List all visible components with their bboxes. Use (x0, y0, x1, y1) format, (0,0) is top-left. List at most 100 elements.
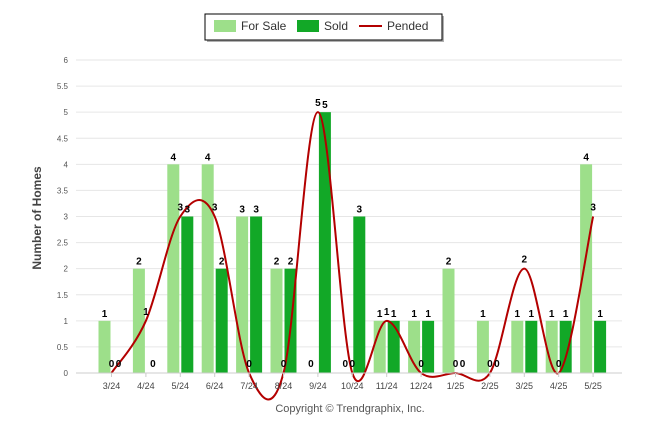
legend-label-sold: Sold (324, 19, 348, 33)
pended-line[interactable] (110, 111, 595, 401)
y-tick-label: 0 (64, 369, 69, 378)
bar-for-sale[interactable] (201, 164, 214, 373)
label-for-sale: 0 (343, 359, 349, 370)
line-layer (110, 111, 595, 401)
label-sold: 5 (322, 100, 328, 111)
x-tick-label: 7/24 (240, 381, 258, 391)
y-tick-label: 2 (64, 265, 69, 274)
bar-for-sale[interactable] (511, 320, 524, 373)
bar-sold[interactable] (318, 112, 331, 374)
bar-for-sale[interactable] (270, 268, 283, 373)
label-for-sale: 4 (205, 152, 211, 163)
bar-sold[interactable] (422, 320, 435, 373)
label-sold: 1 (425, 309, 431, 320)
label-for-sale: 1 (515, 309, 521, 320)
label-sold: 3 (253, 205, 259, 216)
bar-sold[interactable] (559, 320, 572, 373)
label-pended: 1 (143, 307, 149, 318)
label-for-sale: 2 (136, 257, 142, 268)
legend-label-for-sale: For Sale (241, 19, 287, 33)
label-for-sale: 1 (480, 309, 486, 320)
bar-for-sale[interactable] (98, 320, 111, 373)
bar-for-sale[interactable] (476, 320, 489, 373)
label-sold: 2 (288, 257, 294, 268)
label-sold: 0 (494, 359, 500, 370)
label-sold: 1 (597, 309, 603, 320)
label-pended: 0 (418, 359, 424, 370)
x-tick-label: 12/24 (410, 381, 433, 391)
bar-sold[interactable] (181, 216, 194, 374)
label-pended: 3 (212, 203, 218, 214)
label-for-sale: 3 (239, 205, 245, 216)
label-for-sale: 1 (549, 309, 555, 320)
label-pended: 0 (556, 359, 562, 370)
y-tick-label: 3.5 (57, 186, 69, 195)
y-tick-label: 3 (64, 213, 69, 222)
bar-sold[interactable] (353, 216, 366, 374)
bar-sold[interactable] (387, 320, 400, 373)
bar-for-sale[interactable] (442, 268, 455, 373)
y-tick-label: 4 (64, 160, 69, 169)
label-for-sale: 1 (411, 309, 417, 320)
label-sold: 0 (460, 359, 466, 370)
axis-layer: 0 0.5 1 1.5 2 2.5 3 3.5 4 4.5 5 5.5 6 3/24 4/24 5/24 6/2… (57, 56, 622, 391)
label-for-sale: 0 (308, 359, 314, 370)
label-sold: 1 (529, 309, 535, 320)
legend-swatch-for-sale (214, 20, 236, 32)
legend-box (204, 13, 443, 41)
label-pended: 0 (453, 359, 459, 370)
label-pended: 3 (590, 203, 596, 214)
x-tick-label: 3/24 (103, 381, 121, 391)
label-for-sale: 2 (274, 257, 280, 268)
bar-for-sale[interactable] (545, 320, 558, 373)
label-pended: 0 (246, 359, 252, 370)
x-tick-label: 1/25 (447, 381, 465, 391)
bar-for-sale[interactable] (580, 164, 593, 373)
y-tick-label: 5 (64, 108, 69, 117)
x-tick-label: 6/24 (206, 381, 224, 391)
bars-layer (98, 112, 607, 374)
grid-layer (76, 59, 622, 374)
label-sold: 3 (357, 205, 363, 216)
x-tick-label: 3/25 (516, 381, 534, 391)
x-tick-label: 4/25 (550, 381, 568, 391)
bar-sold[interactable] (250, 216, 263, 374)
label-pended: 2 (522, 255, 528, 266)
x-tick-label: 10/24 (341, 381, 364, 391)
bar-sold[interactable] (594, 320, 607, 373)
label-sold: 0 (116, 359, 122, 370)
bar-for-sale[interactable] (167, 164, 180, 373)
y-tick-label: 1.5 (57, 291, 69, 300)
label-for-sale: 1 (377, 309, 383, 320)
label-sold: 2 (219, 257, 225, 268)
copyright-footer: Copyright © Trendgraphix, Inc. (275, 403, 424, 415)
bar-sold[interactable] (525, 320, 538, 373)
x-tick-label: 4/24 (137, 381, 155, 391)
label-for-sale: 4 (583, 152, 589, 163)
label-sold: 3 (185, 205, 191, 216)
label-for-sale: 4 (171, 152, 177, 163)
label-pended: 0 (350, 359, 356, 370)
y-axis-label: Number of Homes (30, 166, 44, 270)
label-pended: 1 (384, 307, 390, 318)
label-pended: 5 (315, 98, 321, 109)
bar-for-sale[interactable] (373, 320, 386, 373)
legend-label-pended: Pended (387, 19, 428, 33)
y-tick-label: 2.5 (57, 239, 69, 248)
x-tick-label: 11/24 (376, 381, 398, 391)
label-sold: 1 (563, 309, 569, 320)
label-for-sale: 1 (102, 309, 108, 320)
y-tick-label: 6 (64, 56, 69, 65)
legend[interactable]: For Sale Sold Pended (204, 13, 444, 42)
x-tick-label: 9/24 (309, 381, 327, 391)
bar-for-sale[interactable] (132, 268, 145, 373)
label-pended: 3 (178, 203, 184, 214)
label-sold: 1 (391, 309, 397, 320)
label-for-sale: 2 (446, 257, 452, 268)
legend-swatch-sold (297, 20, 319, 32)
x-tick-label: 2/25 (481, 381, 499, 391)
bar-sold[interactable] (215, 268, 228, 373)
y-tick-label: 0.5 (57, 343, 69, 352)
